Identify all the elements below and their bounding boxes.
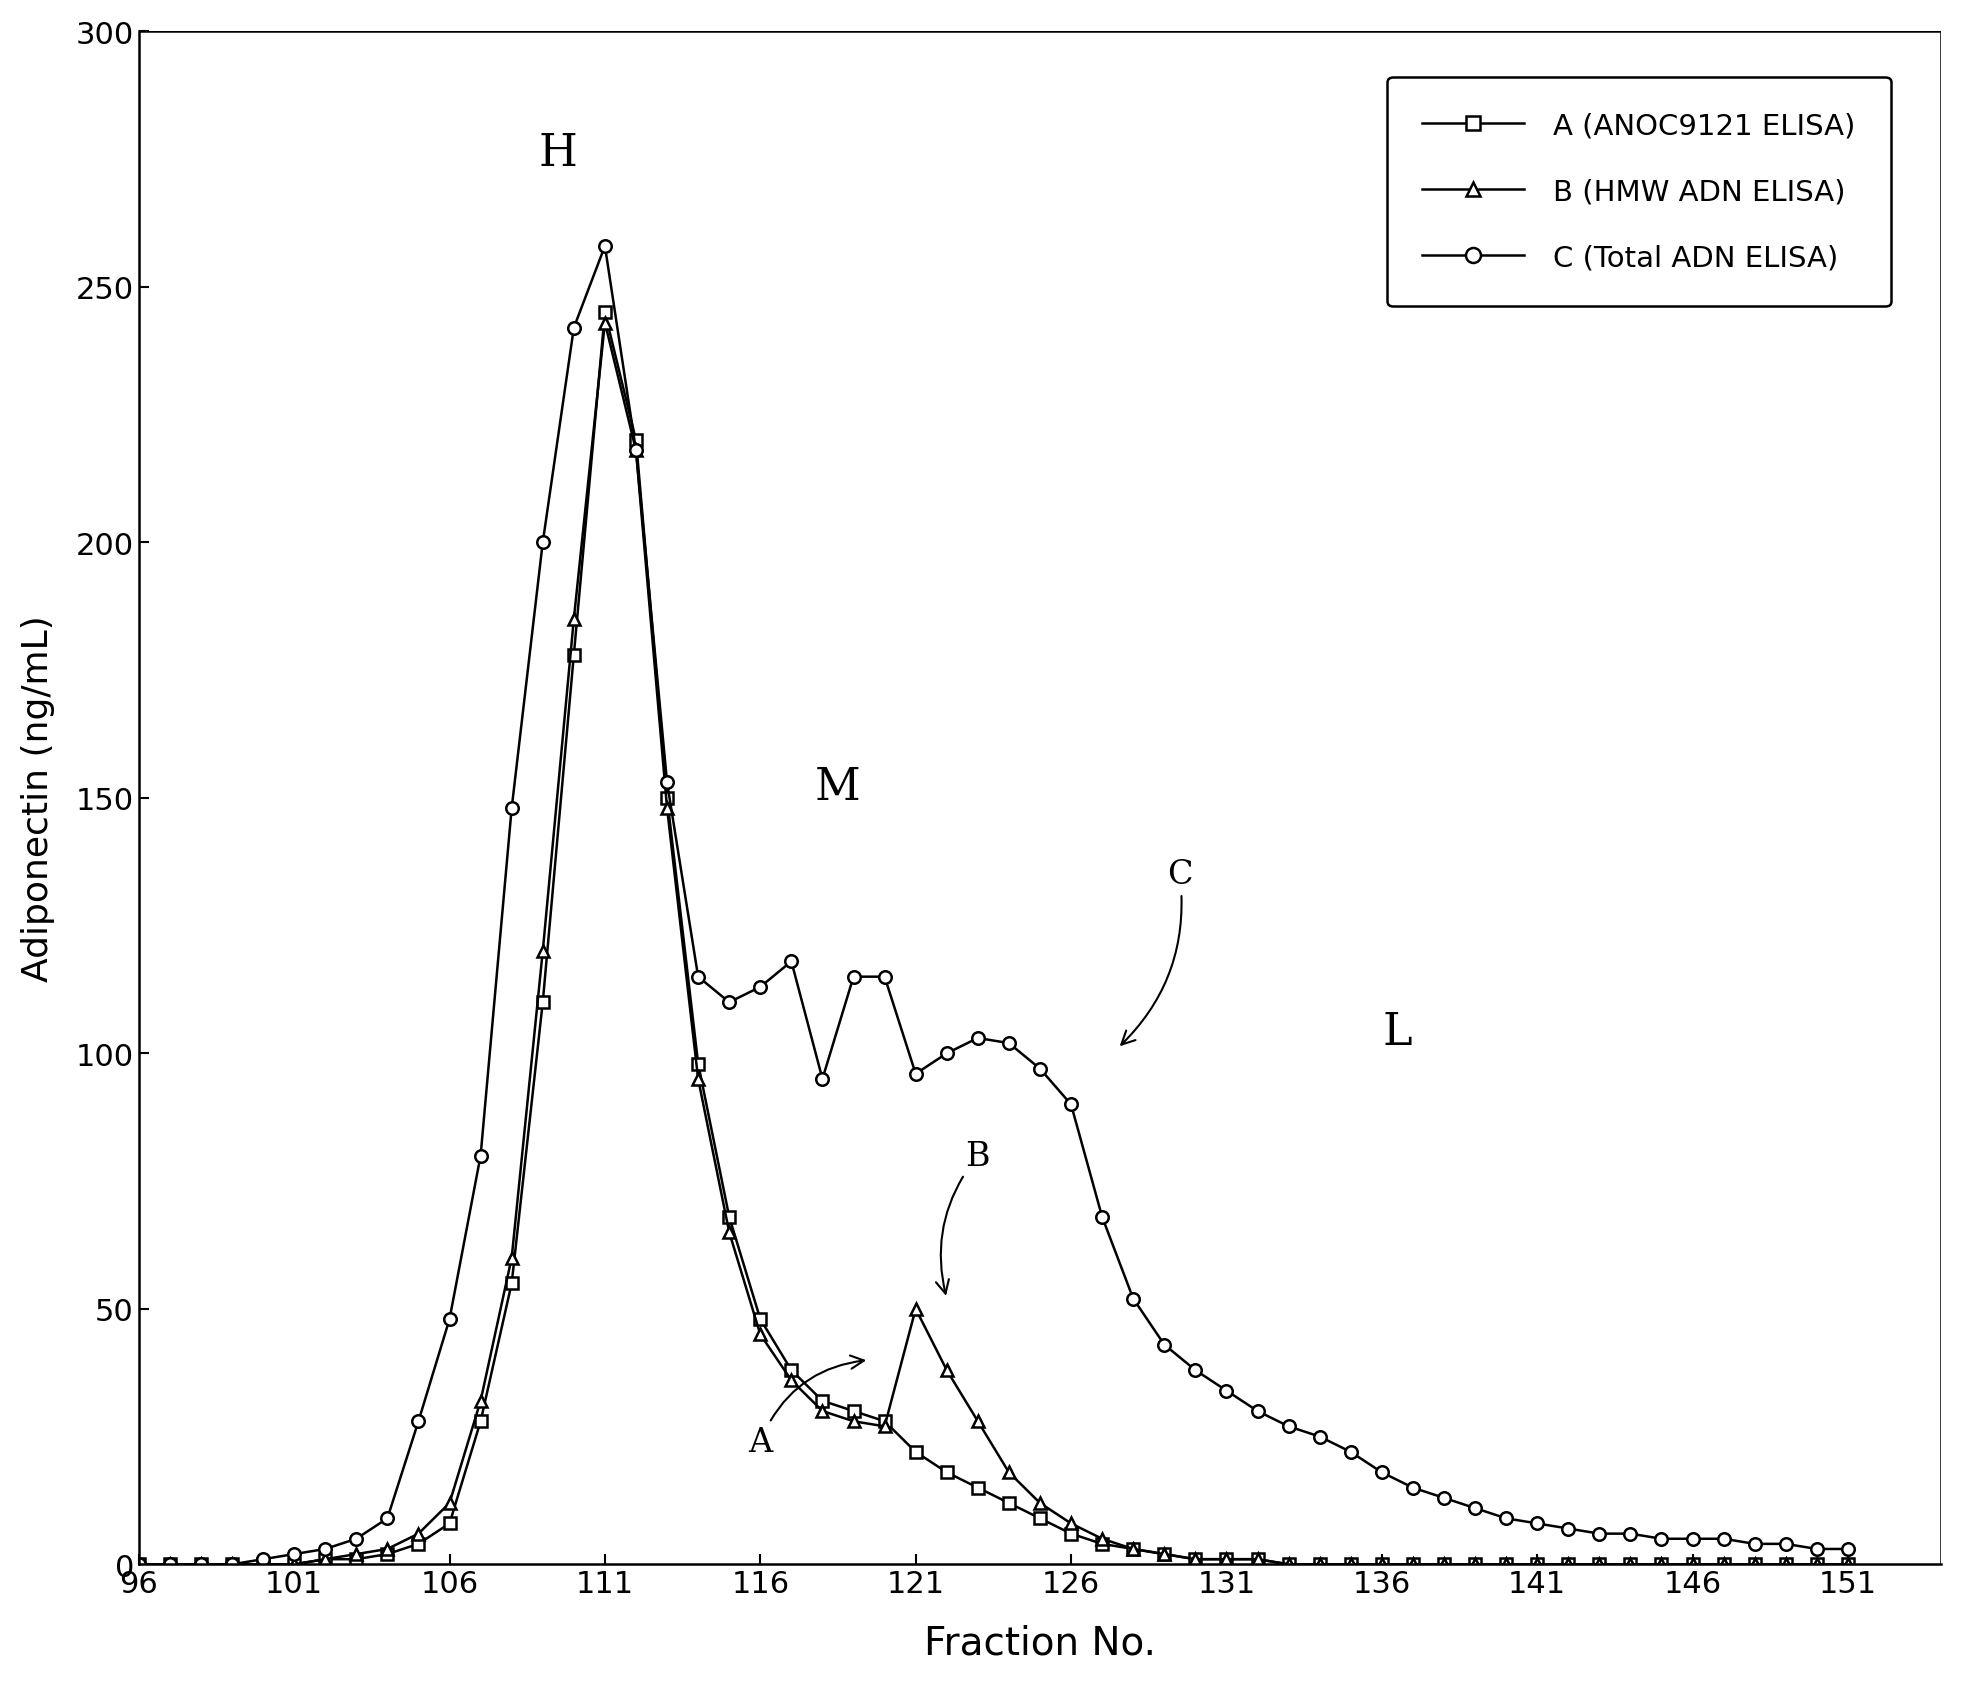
A (ANOC9121 ELISA) <box>1836 1554 1860 1574</box>
A (ANOC9121 ELISA) <box>1277 1554 1301 1574</box>
A (ANOC9121 ELISA) <box>1122 1539 1146 1559</box>
A (ANOC9121 ELISA) <box>779 1361 802 1381</box>
Text: C: C <box>1122 860 1193 1045</box>
C (Total ADN ELISA) <box>1214 1381 1238 1401</box>
C (Total ADN ELISA) <box>1836 1539 1860 1559</box>
Line: B (HMW ADN ELISA): B (HMW ADN ELISA) <box>133 318 1854 1569</box>
Text: M: M <box>814 765 861 809</box>
A (ANOC9121 ELISA) <box>159 1554 182 1574</box>
Line: A (ANOC9121 ELISA): A (ANOC9121 ELISA) <box>133 308 1854 1569</box>
B (HMW ADN ELISA) <box>1214 1549 1238 1569</box>
A (ANOC9121 ELISA) <box>1464 1554 1487 1574</box>
B (HMW ADN ELISA) <box>128 1554 151 1574</box>
Legend: A (ANOC9121 ELISA), B (HMW ADN ELISA), C (Total ADN ELISA): A (ANOC9121 ELISA), B (HMW ADN ELISA), C… <box>1387 77 1891 308</box>
C (Total ADN ELISA) <box>1122 1288 1146 1309</box>
C (Total ADN ELISA) <box>593 237 616 257</box>
Line: C (Total ADN ELISA): C (Total ADN ELISA) <box>133 241 1854 1571</box>
C (Total ADN ELISA) <box>128 1554 151 1574</box>
B (HMW ADN ELISA) <box>1277 1554 1301 1574</box>
C (Total ADN ELISA) <box>1464 1499 1487 1519</box>
A (ANOC9121 ELISA) <box>128 1554 151 1574</box>
Text: B: B <box>936 1140 991 1293</box>
B (HMW ADN ELISA) <box>1836 1554 1860 1574</box>
Text: A: A <box>748 1356 863 1458</box>
B (HMW ADN ELISA) <box>779 1371 802 1391</box>
B (HMW ADN ELISA) <box>1464 1554 1487 1574</box>
Text: H: H <box>540 133 577 175</box>
A (ANOC9121 ELISA) <box>1214 1549 1238 1569</box>
C (Total ADN ELISA) <box>159 1554 182 1574</box>
C (Total ADN ELISA) <box>779 952 802 972</box>
Text: L: L <box>1383 1011 1413 1053</box>
X-axis label: Fraction No.: Fraction No. <box>924 1623 1156 1662</box>
B (HMW ADN ELISA) <box>159 1554 182 1574</box>
B (HMW ADN ELISA) <box>593 313 616 333</box>
C (Total ADN ELISA) <box>1277 1416 1301 1436</box>
B (HMW ADN ELISA) <box>1122 1539 1146 1559</box>
Y-axis label: Adiponectin (ng/mL): Adiponectin (ng/mL) <box>22 616 55 982</box>
A (ANOC9121 ELISA) <box>593 303 616 323</box>
